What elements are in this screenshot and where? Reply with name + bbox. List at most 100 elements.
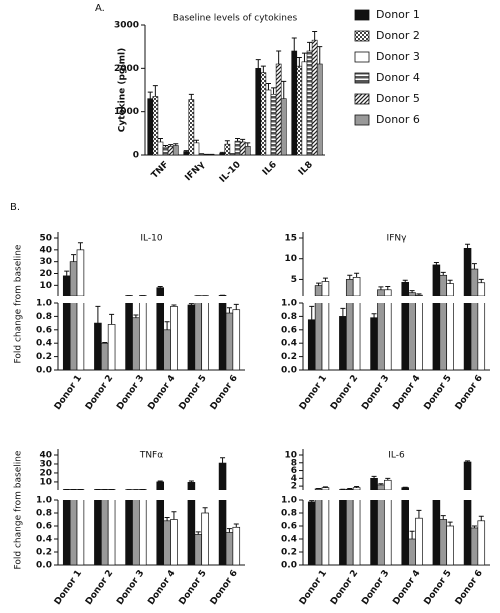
error-bar	[416, 509, 422, 519]
error-bar	[371, 475, 377, 479]
x-tick-label: Donor 3	[115, 373, 146, 412]
bar	[314, 500, 323, 565]
chart-title: IL-10	[140, 234, 162, 244]
y-tick-label: 50	[39, 234, 52, 244]
x-tick-label: Donor 4	[391, 373, 422, 412]
bar	[463, 500, 472, 565]
bar	[152, 96, 159, 156]
bar	[352, 277, 361, 296]
y-tick-label: 40	[39, 451, 52, 461]
y-tick-label: 4	[291, 474, 297, 484]
error-bar	[164, 321, 170, 330]
x-tick-label: Donor 1	[298, 568, 329, 607]
x-tick-label: Donor 3	[115, 568, 146, 607]
bar	[156, 303, 165, 370]
legend-label: Donor 5	[376, 92, 420, 105]
bar	[352, 303, 361, 370]
x-tick-label: Donor 1	[53, 373, 84, 412]
bar	[94, 322, 102, 370]
y-tick-label: 1.0	[281, 299, 297, 309]
error-bar	[195, 531, 201, 535]
bar	[321, 303, 330, 370]
bar	[408, 303, 416, 370]
bar	[225, 312, 234, 370]
error-bar	[183, 150, 189, 152]
y-tick-label: 0.2	[281, 548, 297, 558]
y-tick-label: 1000	[114, 107, 139, 117]
bar	[219, 152, 226, 156]
x-tick-label: IL6	[261, 160, 279, 178]
bar	[239, 141, 246, 156]
x-tick-label: Donor 2	[84, 568, 115, 607]
error-bar	[307, 41, 313, 51]
y-tick-label: 5	[291, 275, 297, 285]
bar	[352, 500, 361, 565]
error-bar	[296, 57, 302, 67]
y-tick-label: 0.6	[281, 325, 297, 335]
error-bar	[233, 303, 239, 310]
bar	[125, 500, 133, 565]
y-tick-label: 8	[291, 458, 297, 468]
bar	[265, 89, 272, 156]
bar	[167, 146, 174, 156]
bar	[314, 303, 323, 370]
bar	[463, 303, 472, 370]
bar	[345, 500, 354, 565]
error-bar	[95, 305, 101, 324]
bar	[377, 303, 385, 370]
legend-label: Donor 1	[376, 8, 420, 21]
chart-title: TNFα	[139, 451, 163, 461]
y-tick-label: 10	[284, 254, 297, 264]
x-tick-label: Donor 3	[360, 373, 391, 412]
y-tick-label: 30	[39, 257, 52, 267]
error-bar	[309, 500, 315, 502]
error-bar	[202, 507, 208, 513]
y-tick-label: 40	[39, 245, 52, 255]
error-bar	[478, 278, 484, 283]
x-tick-label: Donor 2	[329, 568, 360, 607]
x-tick-label: Donor 5	[423, 568, 454, 607]
bar	[234, 140, 241, 156]
y-tick-label: 0	[133, 151, 139, 161]
error-bar	[433, 261, 439, 265]
y-tick-label: 20	[39, 269, 52, 279]
legend-swatch	[354, 93, 370, 105]
bar	[321, 281, 330, 296]
error-bar	[173, 143, 179, 146]
bar	[69, 261, 78, 296]
x-tick-label: Donor 5	[178, 568, 209, 607]
error-bar	[291, 37, 297, 51]
y-tick-label: 30	[39, 459, 52, 469]
error-bar	[385, 285, 391, 290]
y-tick-label: 0.0	[36, 366, 52, 376]
chart-title: IFNγ	[387, 234, 408, 244]
bar	[69, 303, 78, 370]
y-tick-label: 6	[291, 466, 297, 476]
bar	[352, 487, 361, 490]
y-tick-label: 0.0	[36, 561, 52, 571]
bar	[187, 482, 196, 490]
y-axis-label: Fold change from baseline	[14, 450, 24, 569]
bar	[321, 487, 330, 490]
error-bar	[434, 499, 439, 500]
bar	[446, 283, 454, 296]
bar	[339, 316, 347, 370]
bar	[62, 303, 71, 370]
bar	[415, 294, 423, 296]
bar	[94, 500, 102, 565]
bar	[401, 500, 410, 565]
bar	[377, 500, 385, 565]
bar	[163, 520, 171, 565]
x-tick-label: Donor 4	[146, 568, 177, 607]
error-bar	[378, 286, 384, 290]
x-tick-label: Donor 4	[146, 373, 177, 412]
bar	[345, 488, 354, 490]
error-bar	[255, 59, 261, 69]
error-bar	[71, 254, 77, 262]
bar	[408, 292, 416, 296]
y-tick-label: 10	[39, 281, 52, 291]
error-bar	[147, 91, 153, 99]
bar	[291, 50, 298, 156]
error-bar	[471, 263, 477, 270]
y-tick-label: 20	[39, 468, 52, 478]
